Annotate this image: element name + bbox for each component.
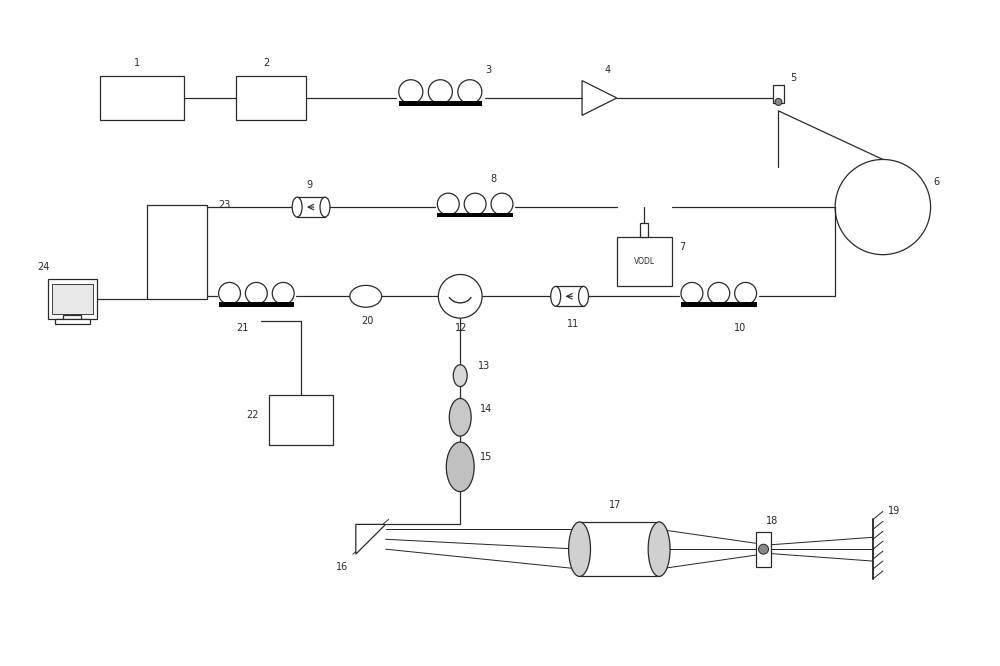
Text: 18: 18 [766,516,778,526]
Bar [297,197,325,217]
Bar [556,286,584,306]
Text: 19: 19 [888,507,900,517]
Bar [269,396,333,445]
Ellipse shape [292,197,302,217]
Text: 24: 24 [38,262,50,272]
Bar [640,223,648,237]
Circle shape [759,544,768,554]
Bar [756,532,771,567]
Text: 23: 23 [219,200,231,210]
Circle shape [775,99,782,105]
Text: 15: 15 [480,452,492,462]
Text: 5: 5 [790,73,797,83]
Ellipse shape [446,442,474,492]
Bar [63,315,81,319]
Bar [48,280,97,319]
Ellipse shape [551,286,561,306]
Text: 21: 21 [236,323,249,333]
Text: 1: 1 [134,58,140,69]
Bar [580,522,659,577]
Circle shape [438,274,482,318]
Text: 9: 9 [306,180,312,190]
Bar [100,76,184,121]
Bar [236,76,306,121]
Text: 17: 17 [609,500,622,509]
Ellipse shape [320,197,330,217]
Text: 10: 10 [734,323,746,333]
Ellipse shape [569,522,590,577]
Text: 6: 6 [934,177,940,187]
Text: 2: 2 [263,58,269,69]
Text: 14: 14 [480,404,492,414]
Text: 7: 7 [679,242,685,252]
Bar [773,85,784,103]
Text: 12: 12 [455,323,468,333]
Ellipse shape [579,286,589,306]
Ellipse shape [648,522,670,577]
Bar [617,237,672,286]
Ellipse shape [350,286,382,307]
Text: 4: 4 [604,65,611,75]
Text: VODL: VODL [634,257,655,266]
Text: 11: 11 [567,319,579,329]
Text: 8: 8 [490,174,496,184]
Text: 13: 13 [478,361,490,371]
Bar [681,302,757,307]
Bar [437,212,513,218]
Bar [52,284,93,314]
Text: 22: 22 [246,410,259,420]
Ellipse shape [453,365,467,386]
Bar [55,318,90,324]
Text: 16: 16 [336,562,348,572]
Ellipse shape [449,398,471,436]
Bar [399,101,482,107]
Bar [219,302,294,307]
Polygon shape [356,524,386,554]
Text: 3: 3 [485,65,491,75]
Bar [147,204,207,299]
Text: 20: 20 [361,316,373,326]
